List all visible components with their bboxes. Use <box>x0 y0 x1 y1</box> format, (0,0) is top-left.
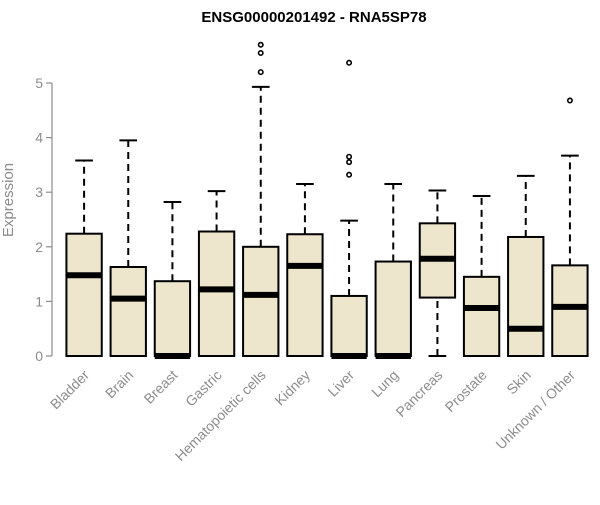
x-tick-label: Liver <box>324 367 357 400</box>
box-group <box>197 190 236 357</box>
x-tick-label: Skin <box>503 367 534 398</box>
boxes-layer <box>65 41 589 359</box>
x-tick-label: Unknown / Other <box>492 367 578 453</box>
box-group <box>507 174 545 357</box>
box-iqr <box>65 232 103 357</box>
y-tick-label: 0 <box>35 348 43 364</box>
box-group <box>65 159 103 357</box>
y-axis: 0 1 2 3 4 5 <box>35 75 53 364</box>
x-tick-label: Kidney <box>271 367 313 409</box>
x-tick-label: Pancreas <box>392 367 445 420</box>
box-iqr <box>286 233 324 358</box>
y-tick-label: 4 <box>35 130 43 146</box>
box-group <box>242 41 280 357</box>
outlier-point <box>346 159 353 166</box>
x-tick-label: Bladder <box>47 367 93 413</box>
outlier-point <box>566 97 573 104</box>
box-iqr <box>462 275 501 357</box>
box-group <box>551 97 589 358</box>
box-group <box>374 183 412 359</box>
x-tick-label: Lung <box>368 367 401 400</box>
outlier-point <box>346 171 353 178</box>
outlier-point <box>257 41 264 48</box>
box-group <box>462 195 501 357</box>
outlier-point <box>346 59 353 66</box>
x-tick-label: Brain <box>102 367 136 401</box>
box-group <box>286 183 324 358</box>
x-tick-label: Breast <box>141 367 181 407</box>
box-group <box>330 59 368 359</box>
x-tick-label: Prostate <box>442 367 490 415</box>
box-group <box>153 201 192 359</box>
box-iqr <box>507 235 545 357</box>
outlier-point <box>346 153 353 160</box>
box-iqr <box>242 245 280 357</box>
box-group <box>109 139 147 358</box>
x-tick-label: Gastric <box>182 367 225 410</box>
box-iqr <box>197 230 236 357</box>
chart-title: ENSG00000201492 - RNA5SP78 <box>201 9 426 26</box>
y-axis-label: Expression <box>0 163 17 237</box>
box-iqr <box>330 294 368 358</box>
box-iqr <box>153 280 192 357</box>
outlier-point <box>257 49 264 56</box>
box-group <box>418 189 457 357</box>
y-tick-label: 2 <box>35 239 43 255</box>
box-iqr <box>374 260 412 357</box>
y-tick-label: 5 <box>35 75 43 91</box>
box-iqr <box>109 266 147 358</box>
y-tick-label: 3 <box>35 184 43 200</box>
y-tick-label: 1 <box>35 293 43 309</box>
outlier-point <box>257 69 264 76</box>
box-iqr <box>551 264 589 358</box>
